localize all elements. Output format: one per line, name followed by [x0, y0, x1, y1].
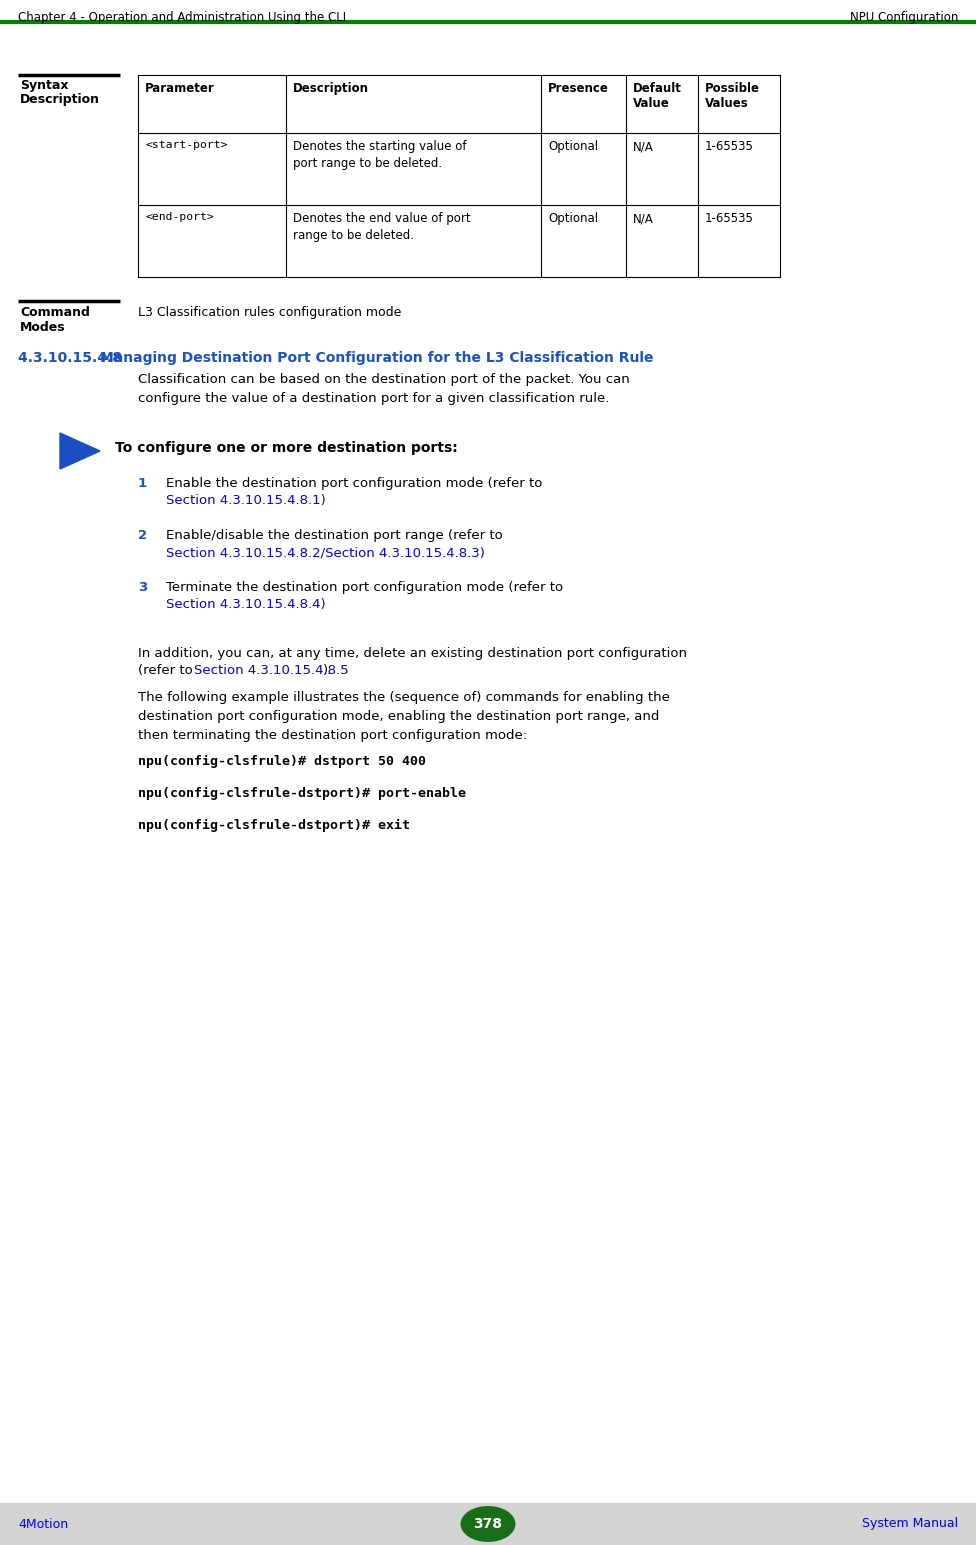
Polygon shape	[60, 433, 100, 470]
Text: To configure one or more destination ports:: To configure one or more destination por…	[115, 440, 458, 454]
Text: Section 4.3.10.15.4.8.4): Section 4.3.10.15.4.8.4)	[166, 598, 326, 610]
Text: 2: 2	[138, 528, 147, 542]
Text: Optional: Optional	[548, 141, 598, 153]
Text: Classification can be based on the destination port of the packet. You can
confi: Classification can be based on the desti…	[138, 372, 630, 405]
Text: Command: Command	[20, 306, 90, 318]
Text: Managing Destination Port Configuration for the L3 Classification Rule: Managing Destination Port Configuration …	[100, 351, 654, 365]
Text: Description: Description	[20, 93, 100, 107]
Text: L3 Classification rules configuration mode: L3 Classification rules configuration mo…	[138, 306, 401, 318]
Text: System Manual: System Manual	[862, 1517, 958, 1531]
Text: 4.3.10.15.4.8: 4.3.10.15.4.8	[18, 351, 127, 365]
Text: npu(config-clsfrule)# dstport 50 400: npu(config-clsfrule)# dstport 50 400	[138, 756, 426, 768]
Text: <end-port>: <end-port>	[145, 212, 214, 222]
Text: Section 4.3.10.15.4.8.2/Section 4.3.10.15.4.8.3): Section 4.3.10.15.4.8.2/Section 4.3.10.1…	[166, 545, 485, 559]
Text: N/A: N/A	[633, 141, 654, 153]
Ellipse shape	[461, 1506, 515, 1542]
Text: Description: Description	[293, 82, 369, 94]
Text: NPU Configuration: NPU Configuration	[850, 11, 958, 25]
Text: (refer to: (refer to	[138, 664, 197, 677]
Text: The following example illustrates the (sequence of) commands for enabling the
de: The following example illustrates the (s…	[138, 691, 670, 742]
Text: 1-65535: 1-65535	[705, 212, 753, 226]
Text: Denotes the end value of port
range to be deleted.: Denotes the end value of port range to b…	[293, 212, 470, 243]
Text: Terminate the destination port configuration mode (refer to: Terminate the destination port configura…	[166, 581, 563, 593]
Text: In addition, you can, at any time, delete an existing destination port configura: In addition, you can, at any time, delet…	[138, 647, 687, 660]
Text: Parameter: Parameter	[145, 82, 215, 94]
Text: npu(config-clsfrule-dstport)# exit: npu(config-clsfrule-dstport)# exit	[138, 819, 410, 833]
Text: 378: 378	[473, 1517, 503, 1531]
Text: Denotes the starting value of
port range to be deleted.: Denotes the starting value of port range…	[293, 141, 467, 170]
Text: Default
Value: Default Value	[633, 82, 682, 110]
Text: Enable the destination port configuration mode (refer to: Enable the destination port configuratio…	[166, 477, 543, 490]
Text: Section 4.3.10.15.4.8.1): Section 4.3.10.15.4.8.1)	[166, 494, 326, 507]
Bar	[0, 1503, 976, 1545]
Text: Chapter 4 - Operation and Administration Using the CLI: Chapter 4 - Operation and Administration…	[18, 11, 346, 25]
Text: npu(config-clsfrule-dstport)# port-enable: npu(config-clsfrule-dstport)# port-enabl…	[138, 786, 466, 800]
Text: Optional: Optional	[548, 212, 598, 226]
Text: Modes: Modes	[20, 321, 65, 334]
Text: 3: 3	[138, 581, 147, 593]
Text: Section 4.3.10.15.4.8.5: Section 4.3.10.15.4.8.5	[194, 664, 348, 677]
Text: Presence: Presence	[548, 82, 609, 94]
Text: 1: 1	[138, 477, 147, 490]
Text: <start-port>: <start-port>	[145, 141, 227, 150]
Text: Possible
Values: Possible Values	[705, 82, 760, 110]
Text: ).: ).	[323, 664, 332, 677]
Text: 1-65535: 1-65535	[705, 141, 753, 153]
Text: Enable/disable the destination port range (refer to: Enable/disable the destination port rang…	[166, 528, 503, 542]
Text: N/A: N/A	[633, 212, 654, 226]
Text: 4Motion: 4Motion	[18, 1517, 68, 1531]
Text: Syntax: Syntax	[20, 79, 68, 93]
